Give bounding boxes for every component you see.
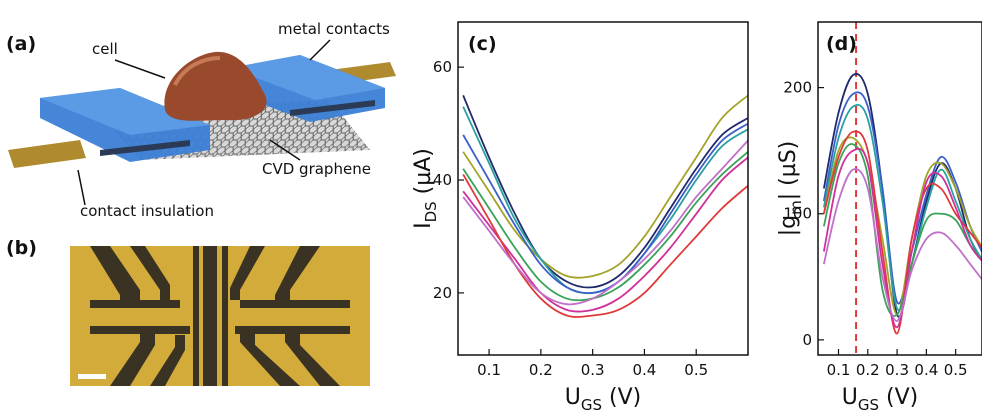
series-line [824, 137, 982, 314]
axis-label: UGS (V) [842, 385, 918, 413]
axis-label: |gm| (µS) [776, 141, 805, 237]
series-line [463, 107, 748, 294]
series-line [463, 141, 748, 305]
x-tick-label: 0.4 [914, 361, 938, 379]
panel-label: (a) [6, 33, 36, 55]
pointer [115, 60, 165, 78]
axis-label-part: |g [776, 215, 801, 236]
device-illustration [8, 40, 396, 205]
annotation: CVD graphene [262, 160, 371, 178]
axis-label: IDS (µA) [411, 148, 440, 229]
y-tick-label: 60 [433, 58, 452, 76]
annotation: contact insulation [80, 202, 214, 220]
metal-contact [8, 140, 86, 168]
pointer [310, 40, 330, 60]
figure: (a) cell metal contacts CVD graphene con… [0, 0, 982, 413]
y-tick-label: 0 [802, 331, 812, 349]
axis-label-part: (V) [602, 385, 641, 410]
axis-label-part: (V) [879, 385, 918, 410]
axis-label: UGS (V) [565, 385, 641, 413]
x-tick-label: 0.3 [581, 361, 605, 379]
panel-label: (d) [826, 33, 857, 55]
axis-label-part: GS [858, 396, 879, 413]
cell [164, 52, 266, 121]
x-tick-label: 0.4 [632, 361, 656, 379]
x-tick-label: 0.5 [944, 361, 968, 379]
axis-label-part: U [565, 385, 581, 410]
axis-label-part: U [842, 385, 858, 410]
panel-label: (c) [468, 33, 497, 55]
figure-canvas: (a) cell metal contacts CVD graphene con… [0, 0, 982, 413]
x-tick-label: 0.5 [684, 361, 708, 379]
panel-label: (b) [6, 237, 37, 259]
micrograph [70, 246, 370, 386]
x-tick-label: 0.2 [856, 361, 880, 379]
axis-label-part: (µA) [411, 148, 436, 201]
pointer [78, 170, 85, 205]
axis-label-part: m [787, 200, 805, 215]
axis-label-part: GS [581, 396, 602, 413]
x-tick-label: 0.1 [477, 361, 501, 379]
y-tick-label: 200 [783, 79, 812, 97]
y-tick-label: 20 [433, 284, 452, 302]
x-tick-label: 0.2 [529, 361, 553, 379]
axis-label-part: DS [422, 201, 440, 222]
annotation: cell [92, 40, 118, 58]
series-line [463, 124, 748, 294]
x-tick-label: 0.1 [827, 361, 851, 379]
axis-label-part: | (µS) [776, 141, 801, 201]
annotation: metal contacts [278, 20, 390, 38]
x-tick-label: 0.3 [885, 361, 909, 379]
